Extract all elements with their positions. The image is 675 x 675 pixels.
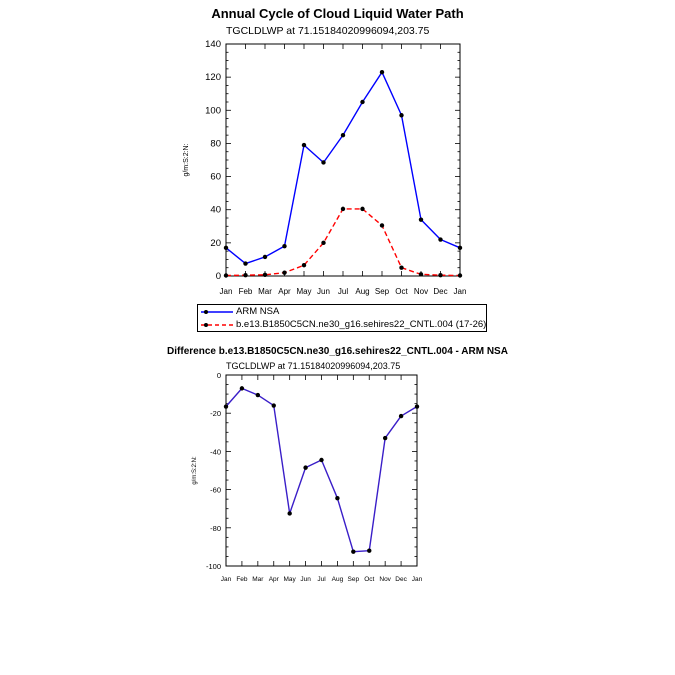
chart2-title: Difference b.e13.B1850C5CN.ne30_g16.sehi… [167, 346, 508, 357]
chart1-series-0-point [457, 245, 463, 251]
chart1-series-1-point [340, 206, 346, 212]
chart2-series-0-point [367, 548, 372, 553]
chart1-series-1-point [360, 206, 365, 212]
chart1-xtick-label: Jan [220, 287, 233, 296]
chart2-series-0-point [223, 404, 229, 409]
legend-swatch-obs [201, 309, 233, 314]
chart2-xtick-label: Dec [395, 576, 407, 583]
legend-label-model: b.e13.B1850C5CN.ne30_g16.sehires22_CNTL.… [236, 319, 487, 330]
chart2-xtick-label: Jun [300, 576, 311, 583]
chart2-xtick-label: Jan [412, 576, 423, 583]
chart1-series-1-point [438, 272, 443, 278]
chart1-series-1-point [457, 273, 463, 278]
legend-label-obs: ARM NSA [236, 306, 280, 317]
chart1-series-1-point [223, 273, 229, 278]
chart1-title: Annual Cycle of Cloud Liquid Water Path [211, 6, 464, 21]
chart1-series-1-point [379, 223, 385, 228]
chart2-series-0-point [271, 403, 276, 408]
chart2-series-0-point [287, 511, 292, 516]
chart1-xtick-label: Oct [395, 287, 408, 296]
chart2-ylabel: g/m:S:2:N: [192, 456, 198, 485]
chart1-subtitle: TGCLDLWP at 71.15184020996094,203.75 [226, 25, 430, 37]
chart2-xtick-label: Jul [317, 576, 326, 583]
chart1-series-0-point [282, 243, 287, 249]
chart1-xtick-label: Jul [338, 287, 348, 296]
chart1-xtick-label: Jun [317, 287, 330, 296]
chart1-xtick-label: Aug [355, 287, 369, 296]
chart2-xtick-label: Sep [348, 576, 360, 583]
chart1-series-0-point [321, 160, 326, 165]
chart2-series-0-point [255, 392, 261, 398]
chart2-xtick-label: May [284, 576, 297, 583]
chart1-xtick-label: Apr [278, 287, 291, 296]
chart1-ytick-label: 100 [205, 105, 221, 116]
chart1-ytick-label: 20 [210, 238, 221, 249]
chart2-ytick-label: -20 [210, 409, 221, 418]
chart2-ytick-label: -60 [210, 486, 221, 495]
chart2-series-0-point [351, 549, 356, 554]
chart1-xtick-label: May [296, 287, 311, 296]
legend-swatch-model [201, 322, 233, 327]
chart2-xtick-label: Oct [364, 576, 374, 583]
chart1-legend: ARM NSA b.e13.B1850C5CN.ne30_g16.sehires… [197, 304, 487, 332]
chart1-series-0-point [223, 245, 229, 251]
chart2-series-0-point [335, 495, 340, 501]
chart1-xtick-label: Dec [433, 287, 447, 296]
chart2-ytick-label: -40 [210, 447, 221, 456]
chart2-subtitle: TGCLDLWP at 71.15184020996094,203.75 [226, 361, 401, 371]
chart1-series-0-point [418, 217, 424, 222]
chart2-xtick-label: Mar [252, 576, 264, 583]
chart2-ytick-label: -80 [210, 524, 221, 533]
chart1-xtick-label: Feb [239, 287, 253, 296]
chart2-series-0-point [319, 457, 324, 463]
chart1-series-1-point [301, 263, 307, 268]
chart1-ytick-label: 40 [210, 205, 221, 216]
chart1-series-1-point [243, 272, 248, 278]
chart1-xtick-label: Nov [414, 287, 428, 296]
chart1-series-1-point [282, 270, 287, 275]
chart2-ytick-label: 0 [217, 371, 221, 380]
chart2-series-0-point [414, 404, 420, 409]
chart1-series-0-point [301, 142, 307, 148]
chart2-xtick-label: Jan [221, 576, 232, 583]
chart1-ytick-label: 0 [216, 271, 221, 282]
legend-item-model: b.e13.B1850C5CN.ne30_g16.sehires22_CNTL.… [200, 319, 486, 332]
chart2-frame [225, 374, 418, 567]
chart1-series-0-point [438, 237, 443, 242]
chart2-xtick-label: Feb [236, 576, 248, 583]
legend-item-obs: ARM NSA [200, 306, 279, 319]
chart1-ytick-label: 80 [210, 138, 221, 149]
chart2-xtick-label: Aug [332, 576, 344, 583]
chart1-series-0-point [243, 261, 248, 266]
chart1-series-0-point [262, 254, 268, 260]
chart1-ytick-label: 140 [205, 39, 221, 50]
chart1-ytick-label: 60 [210, 172, 221, 183]
chart2-series-0-point [398, 413, 404, 419]
chart1-series-0-point [360, 99, 365, 105]
chart1-series-0-point [340, 132, 346, 138]
chart2-xtick-label: Nov [379, 576, 391, 583]
chart1-series-1-point [321, 240, 326, 246]
chart2-ytick-label: -100 [206, 562, 221, 571]
chart1-ylabel: g/m:S:2:N: [183, 143, 190, 176]
chart2-xtick-label: Apr [269, 576, 280, 583]
chart1-series-0-point [399, 113, 404, 118]
chart1-xtick-label: Jan [454, 287, 467, 296]
chart2-series-0-point [239, 386, 245, 391]
chart1-xtick-label: Sep [375, 287, 390, 296]
chart2-series-0-point [382, 435, 388, 441]
chart2-series-0-line [225, 387, 418, 553]
chart1-series-1-point [418, 272, 424, 277]
chart1-series-0-point [379, 69, 385, 75]
chart1-series-1-point [399, 265, 404, 270]
chart1-ytick-label: 120 [205, 72, 221, 83]
chart1-series-1-point [262, 272, 268, 278]
chart1-xtick-label: Mar [258, 287, 272, 296]
chart2-series-0-point [303, 465, 308, 470]
